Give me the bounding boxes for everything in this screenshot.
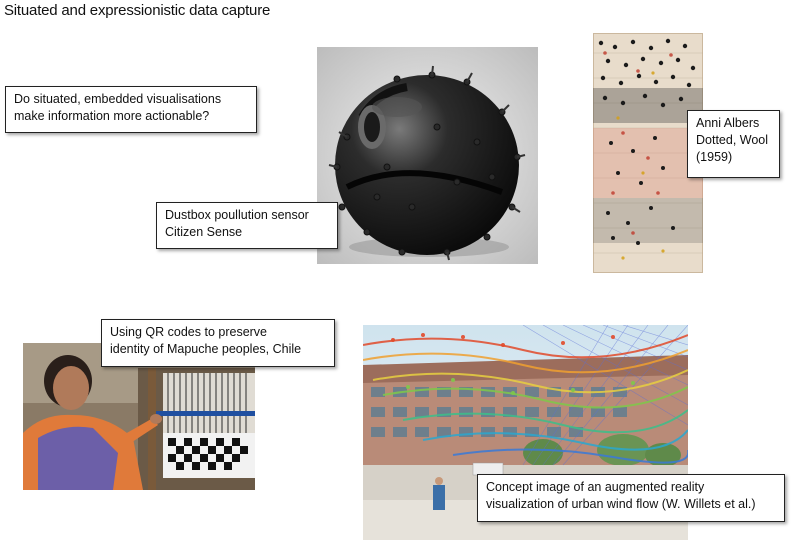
slide-title: Situated and expressionistic data captur… (4, 2, 271, 19)
albers-caption: Anni Albers Dotted, Wool (1959) (687, 110, 780, 178)
albers-caption-line-2: Dotted, Wool (696, 133, 769, 147)
qr-caption-line-1: Using QR codes to preserve (110, 325, 268, 339)
dustbox-caption-line-1: Dustbox poullution sensor (165, 208, 309, 222)
ar-caption: Concept image of an augmented reality vi… (477, 474, 785, 522)
qr-caption: Using QR codes to preserve identity of M… (101, 319, 335, 367)
dustbox-sensor-image (317, 47, 538, 264)
question-line-1: Do situated, embedded visualisations (14, 92, 222, 106)
albers-caption-line-1: Anni Albers (696, 116, 760, 130)
albers-weaving-image (593, 33, 703, 273)
question-callout: Do situated, embedded visualisations mak… (5, 86, 257, 133)
ar-caption-line-1: Concept image of an augmented reality (486, 480, 705, 494)
albers-caption-line-3: (1959) (696, 150, 733, 164)
ar-caption-line-2: visualization of urban wind flow (W. Wil… (486, 497, 756, 511)
question-line-2: make information more actionable? (14, 109, 210, 123)
dustbox-caption-line-2: Citizen Sense (165, 225, 243, 239)
dustbox-caption: Dustbox poullution sensor Citizen Sense (156, 202, 338, 249)
qr-caption-line-2: identity of Mapuche peoples, Chile (110, 342, 302, 356)
